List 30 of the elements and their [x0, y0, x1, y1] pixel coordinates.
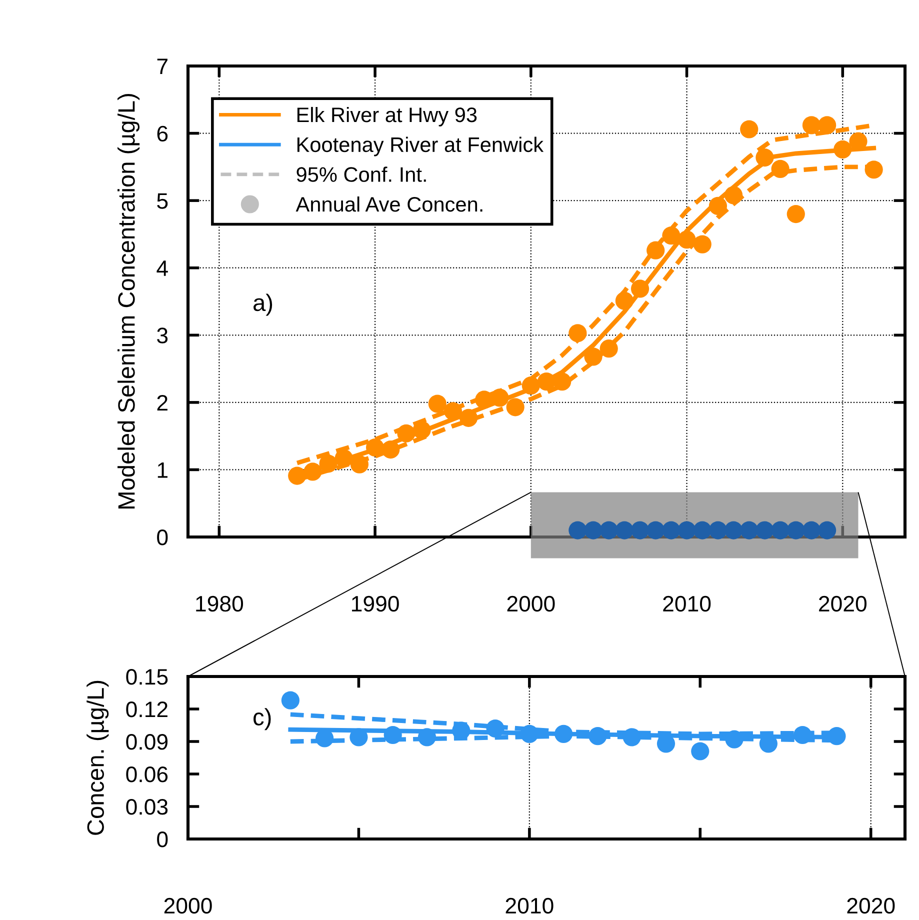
y-tick-label: 0.15: [126, 669, 168, 685]
annotation: c): [254, 708, 271, 730]
legend-label: Kootenay River at Fenwick: [297, 136, 544, 156]
x-tick-label: 2010: [506, 898, 554, 914]
y-tick-label: 7: [157, 58, 168, 74]
x-tick-label: 2020: [847, 898, 895, 914]
y-tick-label: 0: [157, 832, 168, 848]
y-tick-label: 0: [157, 530, 168, 546]
y-tick-label: 0.06: [126, 766, 168, 782]
legend-label: Elk River at Hwy 93: [297, 106, 477, 126]
y-tick-label: 2: [157, 394, 168, 410]
x-tick-label: 2000: [164, 898, 212, 914]
y-tick-label: 0.09: [126, 734, 168, 750]
annotation: a): [254, 294, 272, 316]
y-axis-title: Modeled Selenium Concentration (µg/L): [118, 94, 140, 508]
y-tick-label: 3: [157, 328, 168, 344]
y-tick-label: 0.03: [126, 799, 168, 815]
legend-label: Annual Ave Concen.: [296, 196, 482, 212]
x-tick-label: 1990: [352, 596, 399, 612]
y-tick-label: 6: [157, 126, 168, 142]
y-axis-title: Concen. (µg/L): [86, 680, 109, 835]
y-tick-label: 4: [156, 260, 168, 276]
legend-label: 95% Conf. Int.: [296, 166, 426, 182]
y-tick-label: 5: [157, 193, 168, 209]
y-tick-label: 0.12: [126, 702, 168, 718]
x-tick-label: 2000: [507, 596, 555, 612]
x-tick-label: 2010: [663, 596, 711, 612]
y-tick-label: 1: [158, 462, 168, 478]
x-tick-label: 2020: [819, 596, 867, 612]
x-tick-label: 1980: [196, 596, 244, 612]
